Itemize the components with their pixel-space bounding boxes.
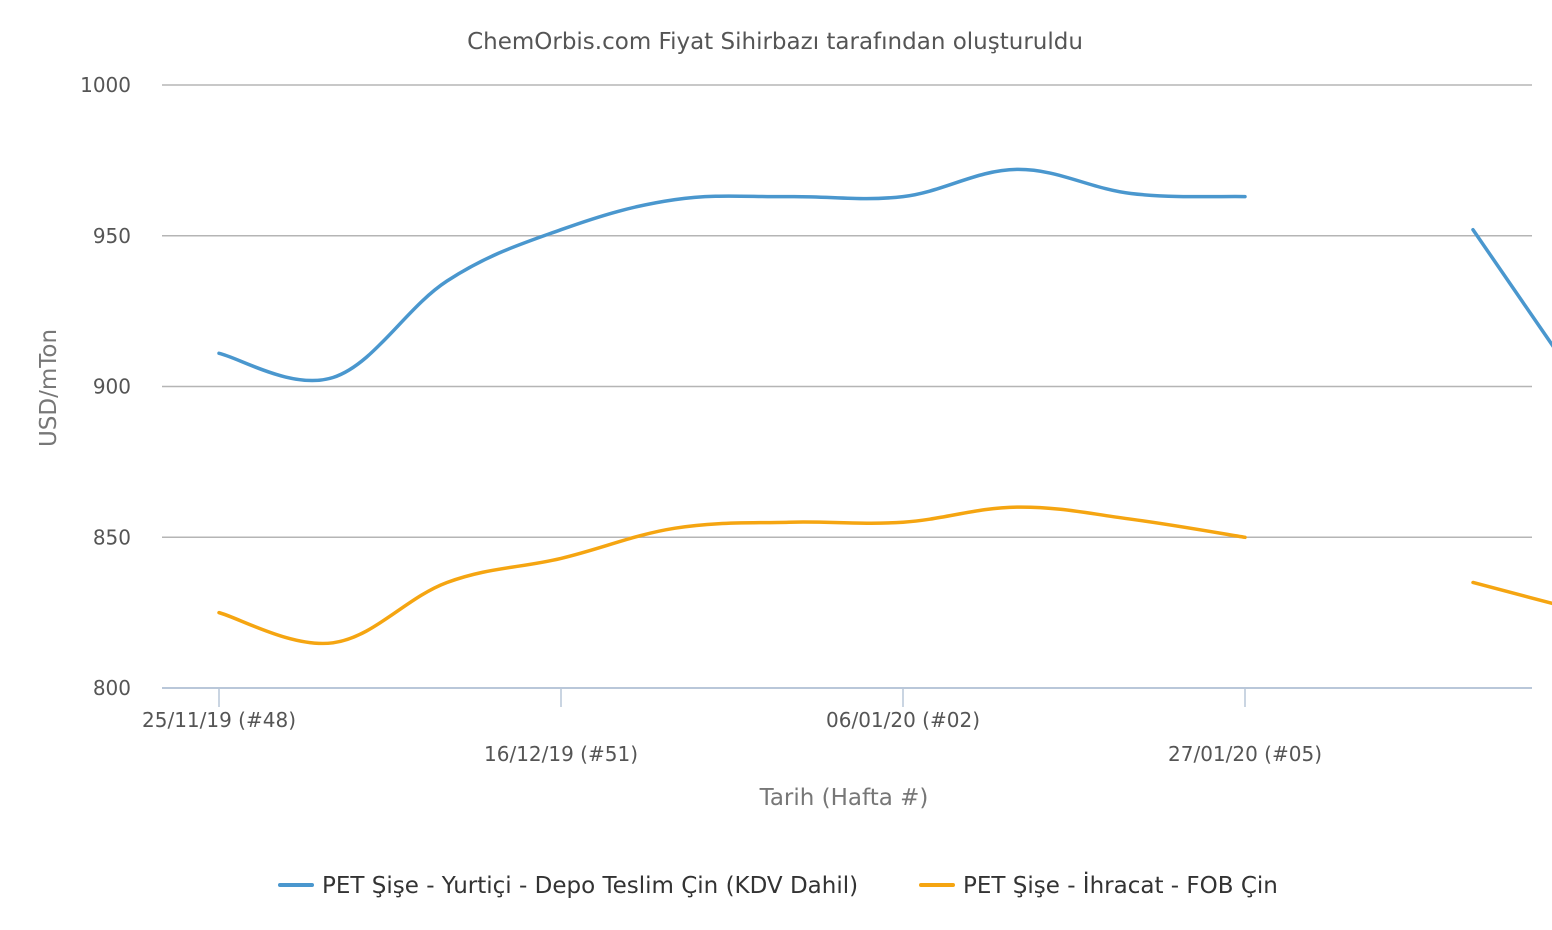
series-2-line-segment-1 xyxy=(217,505,1247,646)
x-tick-label: 27/01/20 (#05) xyxy=(1168,742,1322,766)
series-2-line-segment-2 xyxy=(1471,580,1552,606)
legend-label: PET Şişe - İhracat - FOB Çin xyxy=(963,871,1278,899)
y-axis-ticks: 800 850 900 950 1000 xyxy=(80,73,131,700)
series-1-line-segment-1 xyxy=(217,167,1247,383)
x-tick-label: 16/12/19 (#51) xyxy=(484,742,638,766)
series-layer xyxy=(217,167,1552,646)
y-tick-label: 1000 xyxy=(80,73,131,97)
y-axis-title: USD/mTon xyxy=(36,329,62,447)
x-tick-label: 25/11/19 (#48) xyxy=(142,708,296,732)
legend-item-1[interactable]: PET Şişe - Yurtiçi - Depo Teslim Çin (KD… xyxy=(278,873,858,899)
chart-title: ChemOrbis.com Fiyat Sihirbazı tarafından… xyxy=(467,29,1083,55)
y-tick-label: 850 xyxy=(93,525,131,549)
legend-label: PET Şişe - Yurtiçi - Depo Teslim Çin (KD… xyxy=(322,873,858,899)
legend-item-2[interactable]: PET Şişe - İhracat - FOB Çin xyxy=(919,871,1278,899)
y-tick-label: 950 xyxy=(93,224,131,248)
y-tick-label: 800 xyxy=(93,676,131,700)
grid-layer xyxy=(162,84,1532,689)
series-1-line-segment-2 xyxy=(1471,227,1552,348)
x-axis-title: Tarih (Hafta #) xyxy=(759,785,929,811)
x-axis-ticks: 25/11/19 (#48) 16/12/19 (#51) 06/01/20 (#0… xyxy=(142,688,1322,766)
x-tick-label: 06/01/20 (#02) xyxy=(826,708,980,732)
y-tick-label: 900 xyxy=(93,375,131,399)
legend: PET Şişe - Yurtiçi - Depo Teslim Çin (KD… xyxy=(278,871,1278,899)
